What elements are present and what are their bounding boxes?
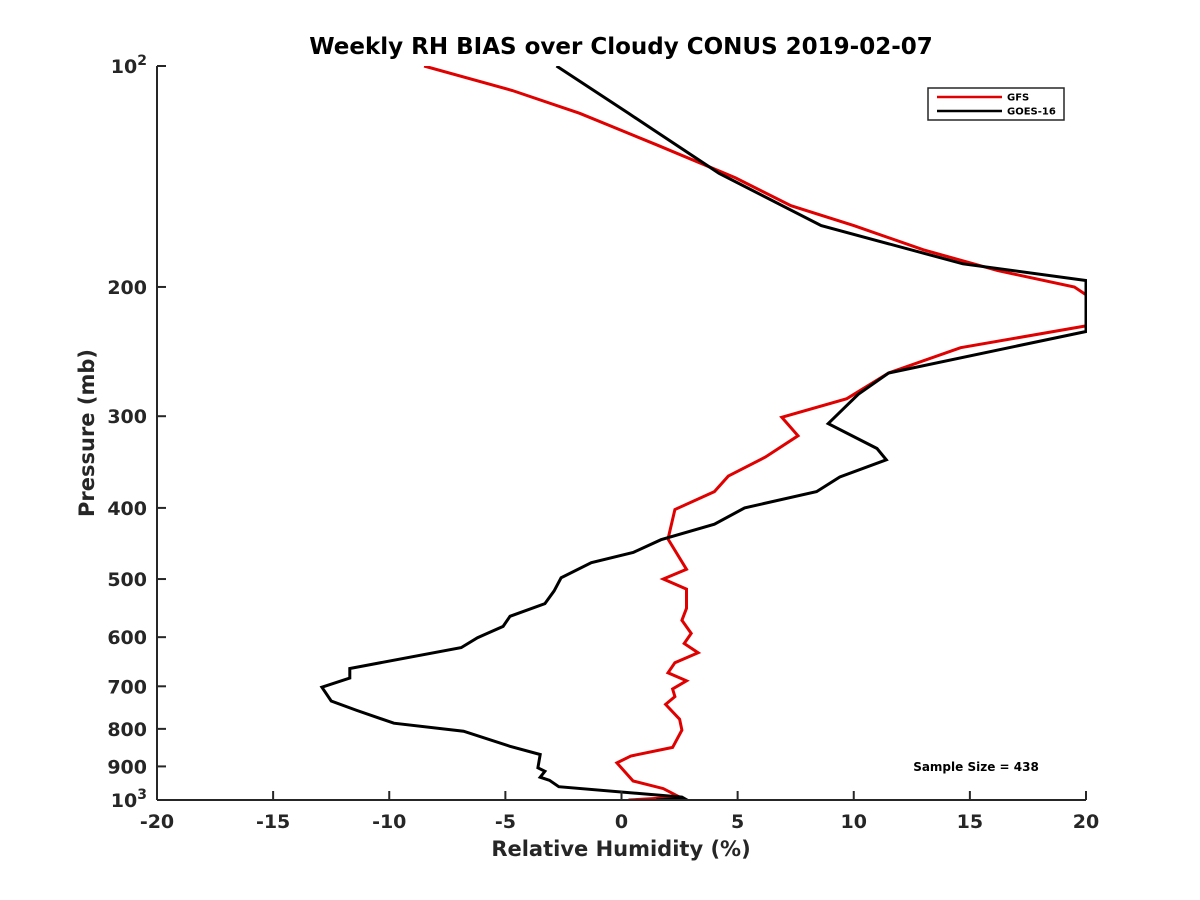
y-tick-label: 600 [107, 627, 147, 649]
y-tick-label: 700 [107, 676, 147, 698]
y-tick-label: 300 [107, 406, 147, 428]
x-tick-label: -5 [495, 811, 516, 833]
legend-label-gfs: GFS [1007, 93, 1029, 104]
sample-size-annotation: Sample Size = 438 [913, 760, 1039, 774]
y-tick-label: 400 [107, 498, 147, 520]
x-tick-label: -20 [140, 811, 174, 833]
y-tick-label: 103 [111, 787, 147, 812]
y-tick-label: 200 [107, 277, 147, 299]
chart-title: Weekly RH BIAS over Cloudy CONUS 2019-02… [309, 34, 933, 60]
y-tick-label: 102 [111, 53, 147, 78]
x-tick-label: 20 [1073, 811, 1099, 833]
x-tick-label: -10 [372, 811, 406, 833]
legend-label-goes-16: GOES-16 [1007, 107, 1056, 118]
plot-lines [319, 66, 1087, 800]
y-axis-label: Pressure (mb) [75, 349, 99, 517]
x-tick-label: 5 [731, 811, 744, 833]
y-ticks: 102 200 300 400 500 600 700 800 900 103 [107, 53, 166, 812]
x-tick-label: 15 [957, 811, 983, 833]
series-line-gfs [423, 66, 1087, 800]
legend-box [927, 87, 1065, 121]
x-tick-label: -15 [256, 811, 290, 833]
x-ticks: -20 -15 -10 -5 0 5 10 15 20 [140, 791, 1099, 833]
series-line-goes-16 [319, 66, 1087, 800]
y-tick-label: 900 [107, 756, 147, 778]
legend: GFS GOES-16 [927, 87, 1065, 121]
x-axis-label: Relative Humidity (%) [491, 837, 750, 861]
x-tick-label: 10 [841, 811, 867, 833]
x-tick-label: 0 [615, 811, 628, 833]
y-tick-label: 800 [107, 719, 147, 741]
y-tick-label: 500 [107, 569, 147, 591]
